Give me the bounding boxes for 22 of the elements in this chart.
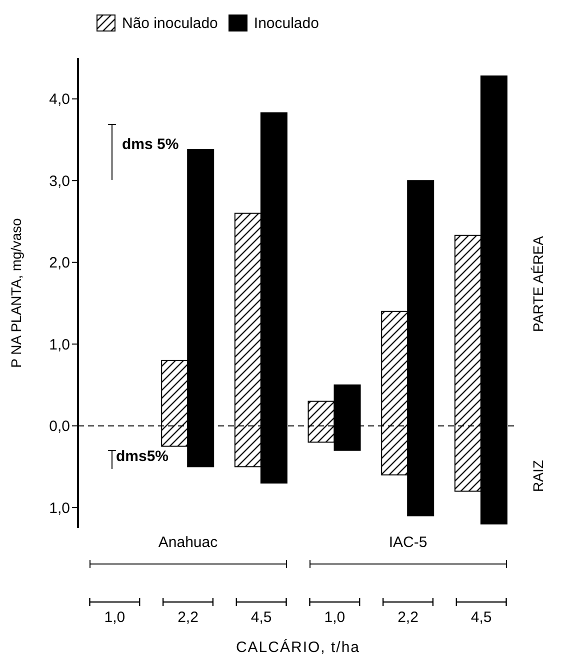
x-tick-label: 1,0 (104, 609, 126, 626)
annotation: dms5% (116, 448, 169, 466)
text: RAIZ (530, 460, 546, 492)
annotation: dms 5% (122, 136, 179, 153)
x-tick-label: 2,2 (178, 609, 198, 626)
legend-label: Não inoculado (122, 14, 218, 32)
x-axis-title: CALCÁRIO, t/ha (236, 638, 360, 656)
y-tick-label: 3,0 (49, 172, 70, 190)
y-tick-label: 4,0 (49, 91, 70, 108)
text: Anahuac (157, 534, 219, 551)
y-tick-label: 1,0 (49, 336, 70, 354)
x-tick-label: 4,5 (250, 609, 272, 626)
y-tick-label: 0,0 (49, 418, 70, 436)
y-axis-title: P NA PLANTA, mg/vaso (8, 218, 24, 368)
x-tick-label: 4,5 (470, 609, 492, 626)
x-tick-label: 2,2 (398, 609, 418, 626)
x-tick-label: 1,0 (324, 609, 346, 626)
text: PARTE AÉREA (530, 236, 546, 332)
text: IAC-5 (388, 534, 428, 551)
y-tick-label: 1,0 (49, 500, 70, 517)
legend-label: Inoculado (254, 14, 319, 32)
y-tick-label: 2,0 (49, 254, 70, 272)
